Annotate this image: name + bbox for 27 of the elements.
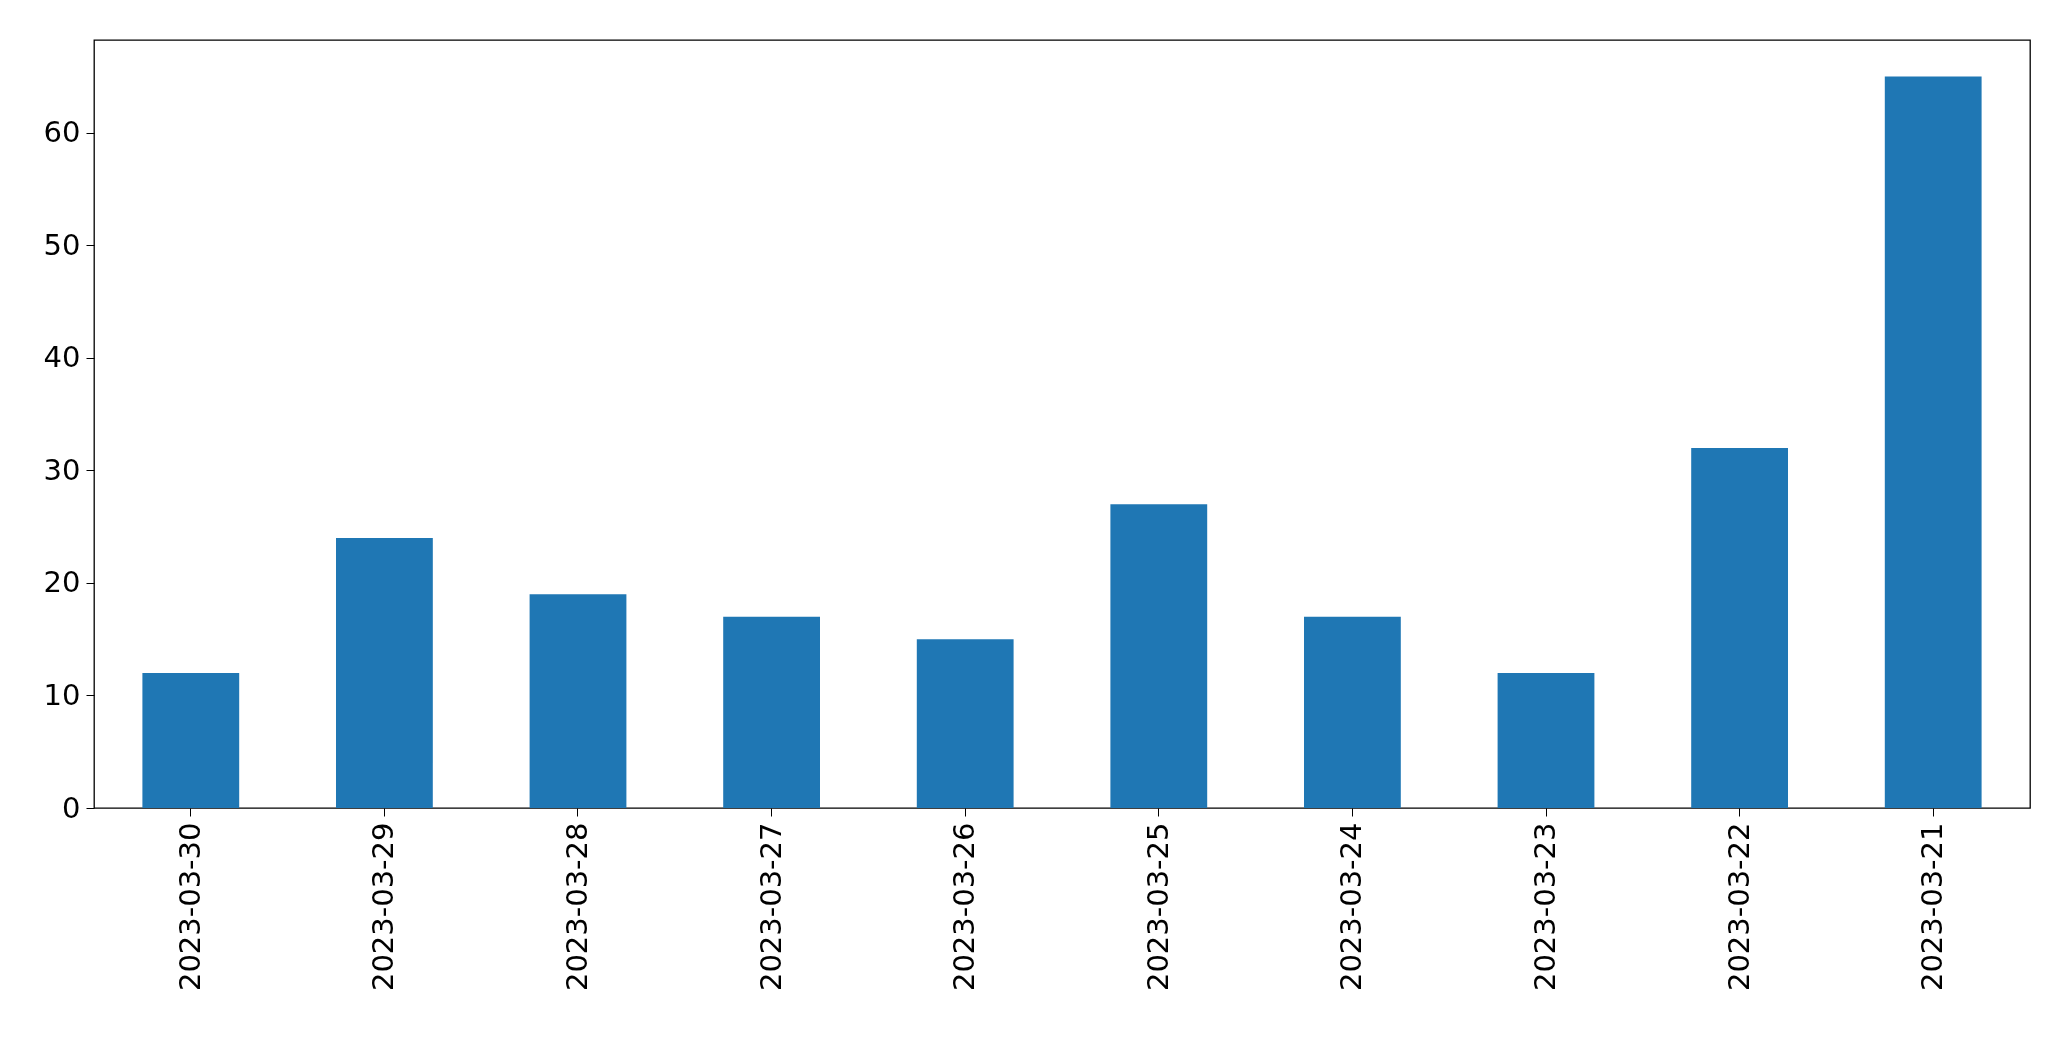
x-tick-label: 2023-03-27 — [753, 822, 788, 992]
x-tick-label: 2023-03-26 — [947, 822, 982, 992]
x-tick-label: 2023-03-23 — [1528, 822, 1562, 992]
x-tick-label: 2023-03-25 — [1140, 822, 1175, 992]
x-tick-label: 2023-03-21 — [1915, 822, 1950, 992]
bar — [142, 672, 240, 808]
x-tick-label: 2023-03-28 — [560, 822, 594, 992]
bar — [1497, 672, 1595, 808]
bar — [1110, 504, 1208, 808]
y-tick-label: 0 — [62, 790, 81, 825]
y-tick-label: 40 — [43, 340, 81, 375]
x-tick-label: 2023-03-30 — [172, 822, 207, 992]
bar — [1304, 616, 1401, 808]
y-tick-label: 60 — [43, 115, 81, 150]
bar — [723, 616, 820, 808]
y-tick-label: 10 — [43, 677, 81, 712]
y-tick-label: 20 — [43, 565, 81, 600]
x-tick-label: 2023-03-24 — [1334, 822, 1369, 992]
y-tick-label: 50 — [43, 227, 81, 262]
bar — [1884, 76, 1982, 808]
bar — [336, 537, 433, 808]
bar — [529, 594, 627, 808]
bar — [916, 639, 1014, 808]
bar — [1691, 447, 1788, 808]
x-tick-label: 2023-03-22 — [1721, 822, 1756, 992]
x-tick-label: 2023-03-29 — [366, 822, 401, 992]
y-tick-label: 30 — [43, 452, 81, 487]
